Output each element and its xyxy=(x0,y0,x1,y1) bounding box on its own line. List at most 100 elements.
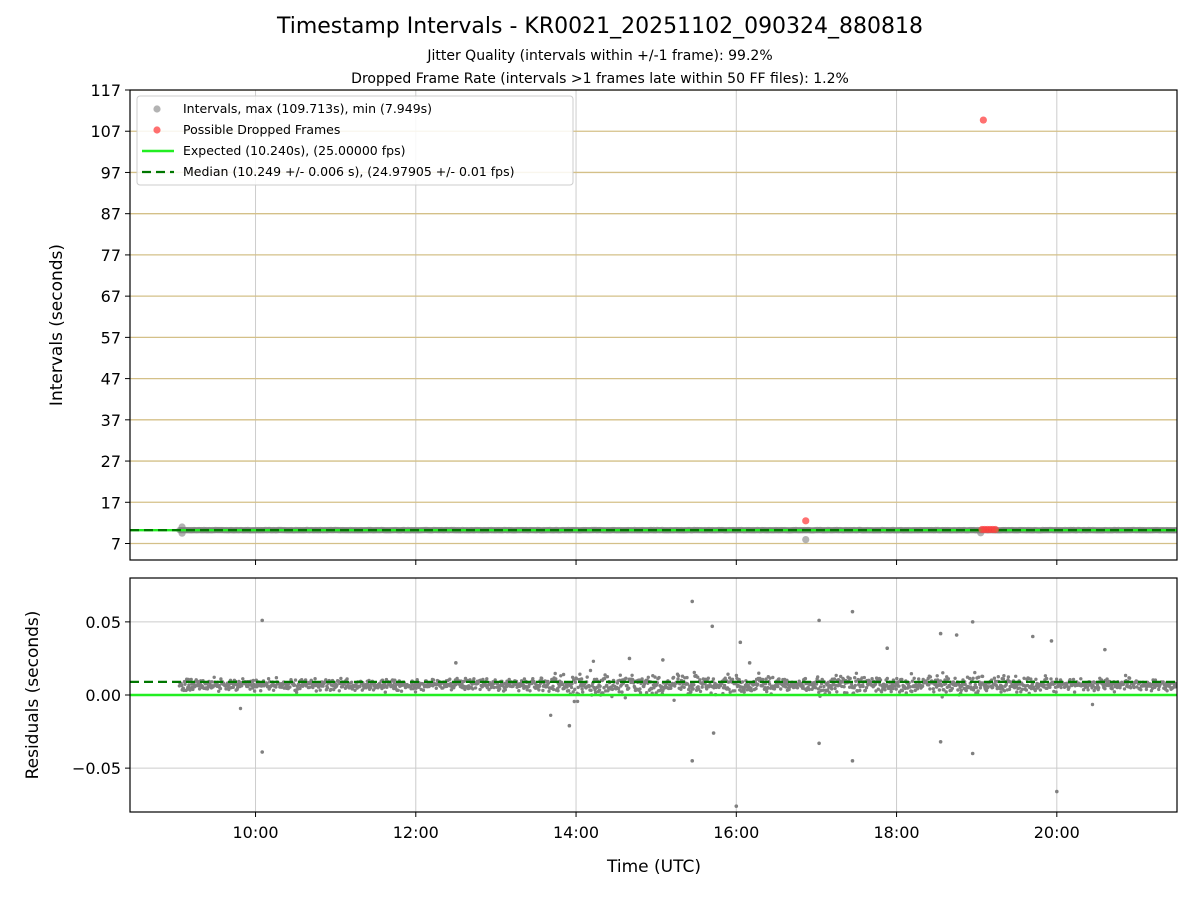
residual-point xyxy=(912,676,916,680)
residual-point xyxy=(1001,677,1006,681)
residual-point xyxy=(928,687,932,691)
intervals-y-tick-label: 7 xyxy=(111,535,121,554)
residual-point xyxy=(908,685,912,689)
residual-point xyxy=(1110,687,1114,691)
legend-intervals-label: Intervals, max (109.713s), min (7.949s) xyxy=(183,101,432,116)
residual-point xyxy=(909,672,914,676)
residual-point xyxy=(578,672,582,676)
residual-point xyxy=(779,687,783,691)
residual-point xyxy=(1161,680,1165,684)
residual-point xyxy=(669,686,673,690)
residual-point xyxy=(251,686,255,690)
residual-point xyxy=(570,682,574,686)
residual-point xyxy=(861,684,865,689)
residual-point xyxy=(816,675,820,679)
residual-point xyxy=(971,676,975,680)
residual-point xyxy=(776,684,780,689)
residual-point xyxy=(685,675,689,680)
residual-point xyxy=(353,688,357,692)
residual-point xyxy=(540,676,544,681)
residuals-plot-area xyxy=(130,578,1177,812)
intervals-y-tick-label: 47 xyxy=(101,370,121,389)
residual-point xyxy=(300,678,304,682)
residual-point xyxy=(554,677,558,681)
residual-point xyxy=(571,690,575,694)
legend-dropped-label: Possible Dropped Frames xyxy=(183,122,340,137)
residual-point xyxy=(873,682,878,686)
residual-point xyxy=(1068,678,1072,682)
residual-point xyxy=(978,686,983,690)
residual-point xyxy=(777,677,781,681)
residual-point xyxy=(895,676,899,681)
residual-outlier-point xyxy=(567,723,572,728)
residual-point xyxy=(288,685,292,689)
residual-point xyxy=(627,686,631,690)
residual-point xyxy=(727,687,731,691)
residual-point xyxy=(507,677,511,682)
residual-point xyxy=(638,687,642,691)
residual-point xyxy=(624,676,628,680)
residual-point xyxy=(1006,675,1011,679)
residual-point xyxy=(977,675,981,679)
residual-point xyxy=(749,689,754,693)
residual-point xyxy=(313,677,317,681)
x-tick-label: 20:00 xyxy=(1034,823,1080,842)
legend: Intervals, max (109.713s), min (7.949s) P… xyxy=(136,95,574,186)
residual-point xyxy=(318,688,322,692)
residual-point xyxy=(816,687,820,691)
residual-point xyxy=(825,683,829,687)
residual-point xyxy=(572,699,576,704)
chart-title: Timestamp Intervals - KR0021_20251102_09… xyxy=(276,14,924,39)
residual-point xyxy=(541,688,545,693)
residual-point xyxy=(696,675,700,679)
intervals-y-axis-label: Intervals (seconds) xyxy=(47,244,67,406)
intervals-axes-frame xyxy=(129,89,1178,561)
residual-point xyxy=(522,677,527,681)
residual-point xyxy=(946,677,951,681)
residual-point xyxy=(396,688,400,692)
residual-point xyxy=(876,687,880,691)
residual-point xyxy=(854,671,859,675)
residual-point xyxy=(616,686,621,691)
residual-point xyxy=(700,685,704,689)
residual-point xyxy=(682,685,686,689)
residual-point xyxy=(413,690,418,694)
residual-point xyxy=(853,683,857,688)
residual-point xyxy=(549,713,553,717)
residual-point xyxy=(610,687,615,692)
interval-outlier-point xyxy=(802,535,810,544)
residual-point xyxy=(1132,685,1136,690)
residual-point xyxy=(1043,674,1048,678)
x-tick-label: 16:00 xyxy=(713,823,759,842)
residual-point xyxy=(617,690,621,694)
residual-point xyxy=(1129,686,1133,690)
residual-point xyxy=(292,683,297,687)
residual-point xyxy=(1038,688,1043,692)
residual-outlier-point xyxy=(938,740,943,744)
residual-outlier-point xyxy=(627,656,632,661)
residual-point xyxy=(910,689,914,694)
residual-point xyxy=(329,687,333,692)
residual-point xyxy=(462,679,466,684)
residual-point xyxy=(705,687,709,691)
residual-point xyxy=(629,680,633,685)
intervals-y-tick-label: 67 xyxy=(101,287,121,306)
residual-point xyxy=(575,699,580,704)
residual-point xyxy=(186,677,191,682)
residual-point xyxy=(565,685,569,689)
residual-point xyxy=(219,677,223,681)
residual-point xyxy=(1020,687,1025,691)
residual-outlier-point xyxy=(970,751,975,756)
residual-outlier-point xyxy=(747,661,752,665)
residual-point xyxy=(1015,690,1019,694)
residual-point xyxy=(441,686,445,690)
residual-point xyxy=(754,686,758,691)
residual-outlier-point xyxy=(850,759,855,763)
residual-point xyxy=(518,684,522,688)
residual-point xyxy=(1079,677,1083,681)
residual-point xyxy=(853,676,857,680)
residual-point xyxy=(947,685,952,689)
residual-point xyxy=(787,687,791,692)
residuals-y-tick-label: 0.00 xyxy=(85,686,121,705)
residual-point xyxy=(784,685,788,689)
